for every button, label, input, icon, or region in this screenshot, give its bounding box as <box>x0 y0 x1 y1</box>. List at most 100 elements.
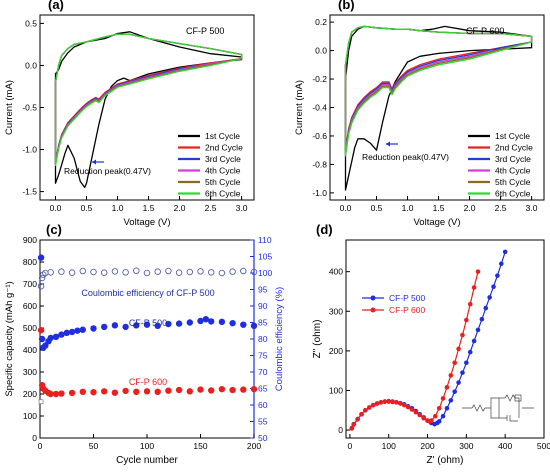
y-tick-label: 500 <box>23 323 37 333</box>
data-point <box>401 402 407 408</box>
data-point <box>38 399 44 405</box>
data-point <box>186 319 193 326</box>
data-point <box>197 268 204 275</box>
data-point <box>37 327 45 334</box>
data-point <box>229 386 236 394</box>
data-point <box>229 319 236 327</box>
chart-annotation: CF-P 500 <box>129 318 167 328</box>
x-tick-label: 50 <box>89 441 99 451</box>
legend-label: 1st Cycle <box>205 131 240 141</box>
y-tick-label: 200 <box>329 346 343 356</box>
data-point <box>398 401 403 406</box>
data-point <box>208 387 215 394</box>
series-line <box>351 251 506 429</box>
panel-label: (c) <box>46 222 62 237</box>
y-tick-label: 0.5 <box>25 18 37 28</box>
x-tick-label: 0 <box>38 441 43 451</box>
data-point <box>448 398 454 403</box>
x-tick-label: 1.5 <box>433 203 445 213</box>
data-point <box>47 390 54 398</box>
x-axis-label: Voltage (V) <box>124 217 171 228</box>
chart-annotation: CF-P 600 <box>129 377 167 387</box>
data-point <box>479 316 485 322</box>
data-point <box>429 418 434 423</box>
y-tick-label: 300 <box>23 367 37 377</box>
x-tick-label: 200 <box>420 441 434 451</box>
data-point <box>38 335 46 343</box>
equivalent-circuit-icon <box>462 394 534 422</box>
data-point <box>208 318 215 325</box>
data-point <box>440 396 446 401</box>
legend-label: 4th Cycle <box>205 166 241 176</box>
y-tick-label: 400 <box>23 345 37 355</box>
data-point <box>58 331 65 338</box>
y2-tick-label: 65 <box>258 384 268 394</box>
data-point <box>143 388 151 395</box>
legend-label: 1st Cycle <box>495 131 530 141</box>
y-tick-label: 900 <box>23 235 37 245</box>
data-point <box>47 334 54 342</box>
x-tick-label: 1.0 <box>402 203 414 213</box>
x-tick-label: 300 <box>459 441 473 451</box>
circuit-path <box>462 394 534 422</box>
legend-label: CF-P 600 <box>389 305 425 315</box>
y2-tick-label: 95 <box>258 285 268 295</box>
data-point <box>175 386 183 394</box>
y2-tick-label: 55 <box>258 417 268 427</box>
data-point <box>165 387 172 394</box>
data-point <box>68 269 76 276</box>
data-point <box>456 346 461 352</box>
y2-tick-label: 50 <box>258 433 268 443</box>
data-point <box>218 269 226 277</box>
data-point <box>421 415 426 421</box>
x-tick-label: 0.5 <box>371 203 383 213</box>
y-tick-label: 300 <box>329 306 343 316</box>
data-point <box>186 388 193 395</box>
data-point <box>111 268 119 275</box>
data-point <box>452 360 458 366</box>
x-tick-label: 3.0 <box>236 203 248 213</box>
data-point <box>349 426 355 431</box>
data-point <box>378 400 384 405</box>
data-point <box>374 401 380 406</box>
data-point <box>498 261 504 267</box>
data-point <box>207 269 215 276</box>
legend-marker <box>370 307 376 313</box>
data-point <box>133 388 140 395</box>
x-tick-label: 100 <box>140 441 154 451</box>
arrow-head <box>386 141 390 147</box>
data-point <box>100 269 108 276</box>
data-point <box>413 409 419 415</box>
data-point <box>487 295 492 300</box>
y-axis-label: Specific capacity (mAh g⁻¹) <box>4 281 15 396</box>
data-point <box>202 316 210 323</box>
y2-tick-label: 110 <box>258 235 272 245</box>
peak-annotation: Reduction peak(0.47V) <box>64 166 151 176</box>
data-point <box>122 269 129 276</box>
data-point <box>111 322 119 329</box>
data-point <box>47 269 54 276</box>
data-point <box>52 333 60 340</box>
data-point <box>133 267 140 274</box>
data-point <box>52 390 60 398</box>
plot-frame <box>345 239 545 439</box>
data-point <box>495 273 500 278</box>
circuit-element <box>514 394 522 402</box>
data-point <box>483 305 489 311</box>
data-point <box>143 269 151 277</box>
data-point <box>90 325 97 332</box>
y-tick-label: -1.0 <box>22 145 37 155</box>
data-point <box>186 268 194 276</box>
x-axis-label: Voltage (V) <box>414 217 461 228</box>
data-point <box>355 417 360 422</box>
data-point <box>39 271 47 278</box>
data-point <box>42 342 49 349</box>
x-tick-label: 2.5 <box>495 203 507 213</box>
y2-tick-label: 90 <box>258 301 268 311</box>
data-point <box>491 284 496 290</box>
data-point <box>122 323 129 331</box>
data-point <box>351 422 357 427</box>
panel-label: (a) <box>48 0 64 12</box>
data-point <box>444 406 450 411</box>
